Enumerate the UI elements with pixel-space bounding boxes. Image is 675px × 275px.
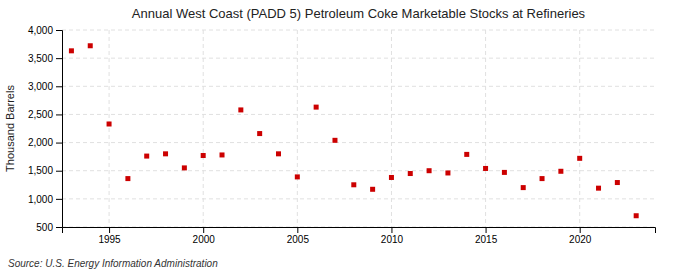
point	[596, 186, 601, 191]
y-axis: 500 1,000 1,500 2,000 2,500 3,000 3,500 4,000	[28, 25, 63, 233]
x-tick: 2015	[475, 227, 498, 245]
y-grid-line	[62, 170, 655, 171]
point	[634, 213, 639, 218]
x-tick-label: 2020	[569, 234, 592, 245]
y-grid-line	[62, 58, 655, 59]
x-tick-mark	[203, 227, 204, 233]
point	[445, 170, 450, 175]
y-tick: 1,500	[28, 165, 62, 176]
y-grid-line	[62, 30, 655, 31]
y-tick-label: 4,000	[28, 25, 53, 36]
x-tick: 2020	[569, 227, 592, 245]
point	[314, 105, 319, 110]
x-axis: 1995 2000 2005 2010 2015 2020	[63, 227, 656, 245]
point	[558, 169, 563, 174]
y-grid-line	[62, 86, 655, 87]
y-tick: 2,500	[28, 109, 62, 120]
x-tick-mark	[391, 227, 392, 233]
x-tick: 2000	[193, 227, 216, 245]
x-tick-label: 2010	[381, 234, 404, 245]
point	[389, 175, 394, 180]
point	[238, 107, 243, 112]
y-axis-line	[56, 31, 63, 228]
point	[332, 138, 337, 143]
point	[370, 187, 375, 192]
x-tick-mark	[297, 227, 298, 233]
point	[351, 182, 356, 187]
point	[69, 48, 74, 53]
y-tick: 500	[36, 222, 62, 233]
y-tick: 4,000	[28, 25, 62, 36]
y-grid-line	[62, 114, 655, 115]
point	[107, 121, 112, 126]
y-tick-label: 1,000	[28, 194, 53, 205]
y-axis-title: Thousand Barrels	[4, 85, 16, 172]
point	[295, 174, 300, 179]
y-tick-mark	[56, 143, 62, 144]
points	[69, 43, 639, 218]
y-grid-line	[62, 142, 655, 143]
x-tick-label: 2000	[193, 234, 216, 245]
x-tick-mark	[486, 227, 487, 233]
annotation: Source: U.S. Energy Information Administ…	[8, 258, 218, 269]
y-tick: 1,000	[28, 194, 62, 205]
x-grid-line	[485, 30, 486, 227]
x-grid-line	[203, 30, 204, 227]
plot-area: 1995 2000 2005 2010 2015 2020 500 1,000 1,500 2,0…	[28, 25, 656, 245]
y-tick: 3,500	[28, 53, 62, 64]
point	[163, 151, 168, 156]
y-tick-mark	[56, 227, 62, 228]
x-tick: 2010	[381, 227, 404, 245]
point	[577, 156, 582, 161]
point	[88, 43, 93, 48]
point	[521, 185, 526, 190]
y-tick: 2,000	[28, 137, 62, 148]
y-tick-mark	[56, 58, 62, 59]
y-tick-mark	[56, 199, 62, 200]
point	[182, 165, 187, 170]
y-tick-mark	[56, 171, 62, 172]
point	[125, 176, 130, 181]
y-grid-line	[62, 198, 655, 199]
point	[408, 171, 413, 176]
y-tick: 3,000	[28, 81, 62, 92]
x-tick: 1995	[98, 227, 121, 245]
point	[427, 168, 432, 173]
y-tick-label: 2,500	[28, 109, 53, 120]
point	[144, 154, 149, 159]
point	[257, 131, 262, 136]
point	[540, 176, 545, 181]
point	[483, 166, 488, 171]
y-tick-mark	[56, 30, 62, 31]
x-tick-label: 1995	[98, 234, 121, 245]
title: Annual West Coast (PADD 5) Petroleum Cok…	[132, 6, 586, 21]
point	[464, 152, 469, 157]
x-grid-line	[109, 30, 110, 227]
y-tick-label: 3,500	[28, 53, 53, 64]
y-tick-label: 2,000	[28, 137, 53, 148]
point	[502, 170, 507, 175]
x-grid-line	[391, 30, 392, 227]
y-tick-label: 3,000	[28, 81, 53, 92]
x-tick-label: 2015	[475, 234, 498, 245]
chart: 1995 2000 2005 2010 2015 2020 500 1,000 1,500 2,0…	[0, 0, 675, 275]
x-tick-mark	[109, 227, 110, 233]
x-grid-line	[297, 30, 298, 227]
y-tick-mark	[56, 114, 62, 115]
x-axis-line	[63, 228, 656, 234]
point	[615, 180, 620, 185]
x-tick-mark	[580, 227, 581, 233]
point	[220, 152, 225, 157]
grid	[62, 30, 655, 227]
point	[201, 153, 206, 158]
y-tick-label: 500	[36, 222, 53, 233]
x-grid-line	[579, 30, 580, 227]
y-tick-label: 1,500	[28, 165, 53, 176]
x-tick-label: 2005	[287, 234, 310, 245]
y-tick-mark	[56, 86, 62, 87]
x-tick: 2005	[287, 227, 310, 245]
point	[276, 151, 281, 156]
